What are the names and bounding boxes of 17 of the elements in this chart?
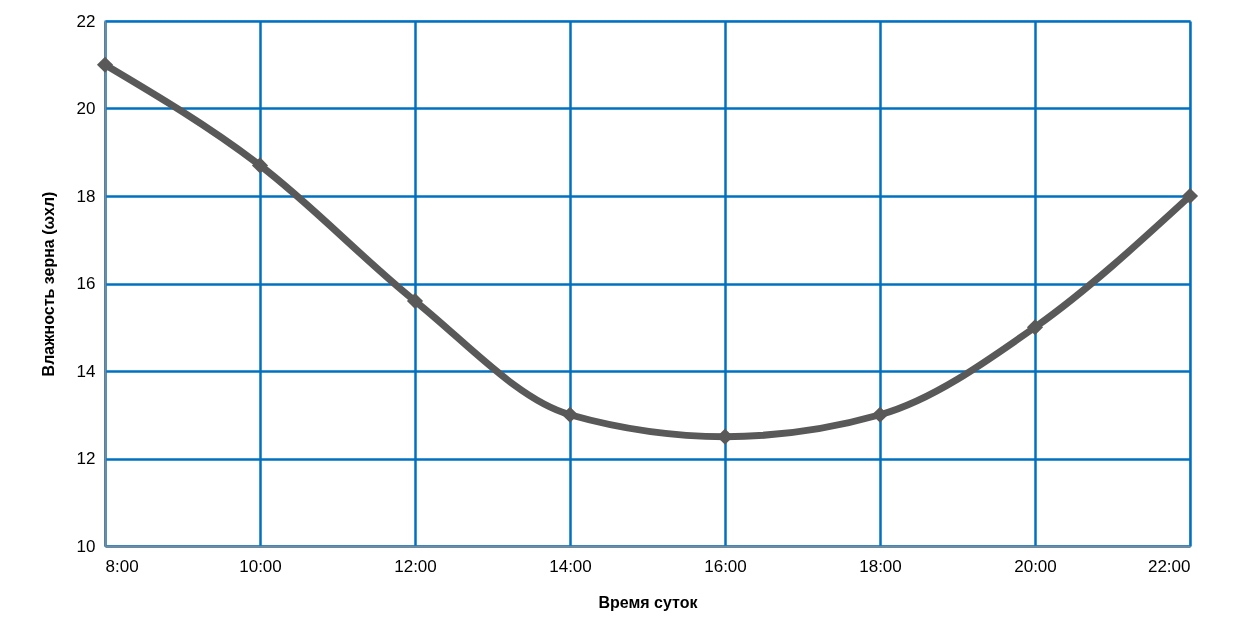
x-tick-label: 14:00 [549,556,592,576]
x-tick-label: 8:00 [105,556,139,576]
y-tick-label: 12 [76,449,96,468]
y-tick-label: 10 [76,536,96,556]
x-tick-label: 16:00 [704,556,747,576]
x-axis-title: Время суток [598,593,699,611]
y-axis-title: Влажность зерна (ωхл) [39,191,57,377]
y-tick-label: 22 [76,11,96,31]
x-tick-label: 22:00 [1147,556,1191,576]
x-tick-label: 10:00 [239,556,282,576]
y-tick-label: 20 [76,99,96,118]
x-tick-label: 20:00 [1014,556,1057,576]
x-tick-label: 12:00 [394,556,437,576]
y-tick-label: 18 [76,186,96,206]
y-tick-label: 16 [76,274,96,293]
y-tick-label: 14 [76,361,96,381]
x-tick-label: 18:00 [859,556,902,576]
